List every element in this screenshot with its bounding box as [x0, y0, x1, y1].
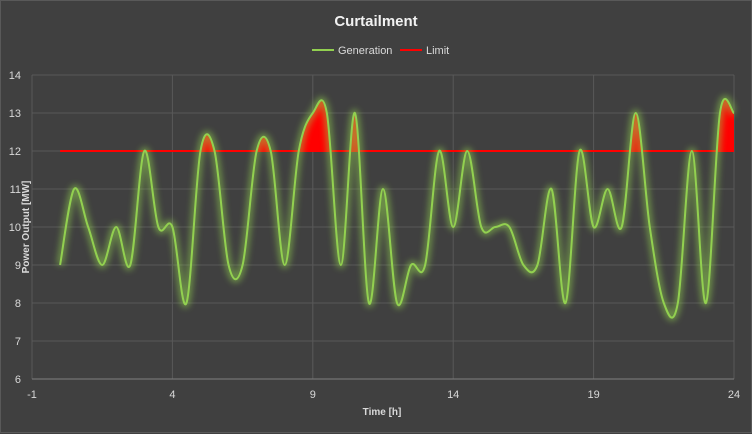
x-axis-title: Time [h] — [363, 407, 402, 418]
axes: 6 7 8 9 10 11 12 13 14 -1 4 9 14 19 24 — [9, 70, 740, 401]
legend-generation-label: Generation — [338, 45, 392, 57]
x-tick-label: 4 — [169, 389, 175, 401]
y-tick-label: 8 — [15, 298, 21, 310]
legend-limit-label: Limit — [426, 45, 449, 57]
y-tick-label: 7 — [15, 336, 21, 348]
chart-title: Curtailment — [334, 13, 417, 30]
y-tick-label: 9 — [15, 260, 21, 272]
generation-series-line — [59, 97, 735, 319]
x-tick-label: 14 — [447, 389, 459, 401]
legend: Generation Limit — [312, 45, 449, 57]
x-tick-label: 9 — [310, 389, 316, 401]
y-tick-label: 11 — [10, 184, 21, 196]
y-tick-label: 14 — [9, 70, 21, 82]
y-tick-label: 6 — [15, 374, 21, 386]
x-tick-label: -1 — [27, 389, 37, 401]
y-tick-label: 10 — [9, 222, 21, 234]
chart-text: Curtailment Time [h] Power Output [MW] — [21, 13, 418, 418]
y-tick-label: 12 — [9, 146, 21, 158]
x-tick-label: 24 — [728, 389, 740, 401]
x-tick-label: 19 — [587, 389, 599, 401]
plot-area — [56, 95, 738, 321]
y-tick-label: 13 — [9, 108, 21, 120]
y-axis-title: Power Output [MW] — [21, 181, 32, 274]
